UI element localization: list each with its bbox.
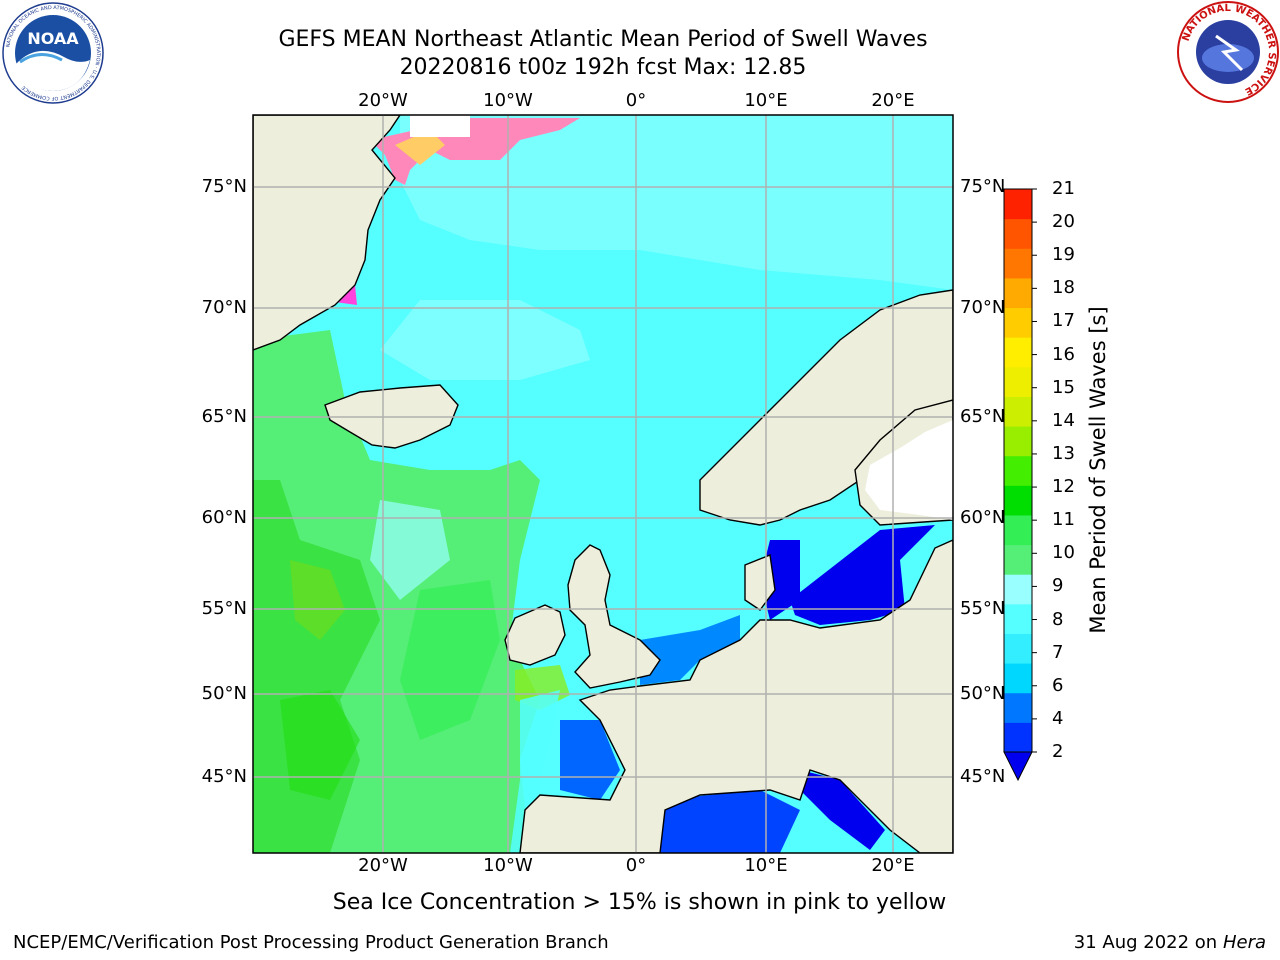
colorbar-bin	[1004, 633, 1032, 664]
colorbar-tick-label: 4	[1052, 707, 1064, 729]
colorbar-tick-label: 17	[1052, 310, 1075, 332]
colorbar-tick-label: 10	[1052, 542, 1075, 564]
lon-label-top: 10°E	[744, 90, 788, 111]
swell-region-green-core	[290, 560, 345, 640]
colorbar-tick-label: 8	[1052, 608, 1064, 630]
lat-label-right: 45°N	[960, 766, 1006, 787]
lat-label-left: 50°N	[201, 683, 247, 704]
land-great-britain	[567, 544, 661, 689]
colorbar-frame	[1003, 188, 1033, 753]
noaa-logo-text: NOAA	[27, 29, 79, 48]
colorbar-tick-label: 15	[1052, 376, 1075, 398]
map-frame	[252, 114, 954, 854]
lon-label-bottom: 10°W	[483, 855, 533, 876]
colorbar-tick-label: 14	[1052, 409, 1075, 431]
colorbar-bin	[1004, 426, 1032, 457]
swell-region-light-band	[370, 500, 450, 600]
lat-label-left: 55°N	[201, 598, 247, 619]
colorbar-bin	[1004, 663, 1032, 694]
colorbar-tick-label: 2	[1052, 741, 1064, 762]
map-plot-area	[253, 115, 953, 853]
swell-region-adriatic	[800, 770, 885, 850]
colorbar-bin	[1004, 485, 1032, 516]
land-greenland	[253, 115, 401, 351]
graticule	[253, 115, 953, 853]
swell-region-mid	[380, 300, 590, 380]
lat-label-right: 70°N	[960, 297, 1006, 318]
colorbar	[1003, 188, 1037, 782]
noaa-logo: NOAA NATIONAL OCEANIC AND ATMOSPHERIC AD…	[2, 2, 104, 104]
lat-label-left: 70°N	[201, 297, 247, 318]
colorbar-tick-label: 19	[1052, 244, 1075, 266]
colorbar-bin	[1004, 455, 1032, 486]
lon-label-top: 20°E	[871, 90, 915, 111]
colorbar-bin	[1004, 544, 1032, 575]
swell-region-biscay-edge	[510, 690, 560, 853]
lon-label-bottom: 10°E	[744, 855, 788, 876]
colorbar-bin	[1004, 248, 1032, 279]
lon-label-bottom: 0°	[625, 855, 647, 876]
sea-ice-note: Sea Ice Concentration > 15% is shown in …	[332, 890, 947, 915]
colorbar-tick-label: 11	[1052, 509, 1075, 531]
colorbar-tick-label: 16	[1052, 343, 1075, 365]
colorbar-tick-label: 18	[1052, 277, 1075, 299]
nws-logo: NATIONAL WEATHER SERVICE	[1177, 1, 1279, 103]
colorbar-bin	[1004, 218, 1032, 249]
sea-ice-missing	[410, 115, 470, 137]
lon-label-bottom: 20°W	[358, 855, 408, 876]
lat-label-left: 65°N	[201, 406, 247, 427]
colorbar-bin	[1004, 722, 1032, 753]
footer-host: Hera	[1222, 932, 1266, 953]
swell-region-north-sea-south	[640, 615, 740, 685]
swell-region-baltic	[790, 525, 935, 625]
colorbar-tick-label: 12	[1052, 476, 1075, 498]
swell-region-mediterranean-west	[660, 790, 800, 853]
colorbar-bin	[1004, 574, 1032, 605]
lat-label-right: 65°N	[960, 406, 1006, 427]
lon-label-top: 0°	[625, 90, 647, 111]
lat-label-right: 75°N	[960, 176, 1006, 197]
colorbar-tick-label: 7	[1052, 641, 1064, 663]
colorbar-extend-arrow	[1003, 751, 1033, 782]
colorbar-tick-label: 9	[1052, 575, 1064, 597]
lon-label-top: 20°W	[358, 90, 408, 111]
colorbar-bin	[1004, 603, 1032, 634]
colorbar-bin	[1004, 514, 1032, 546]
swell-region-north	[400, 115, 953, 290]
lat-label-left: 60°N	[201, 507, 247, 528]
land-ireland	[504, 604, 566, 666]
swell-region-south-green	[280, 690, 360, 800]
footer-branch: NCEP/EMC/Verification Post Processing Pr…	[13, 932, 609, 953]
land-inland-missing	[865, 420, 953, 520]
colorbar-bin	[1004, 307, 1032, 338]
colorbar-bin	[1004, 692, 1032, 723]
title-line-1: GEFS MEAN Northeast Atlantic Mean Period…	[278, 27, 928, 52]
colorbar-tick-label: 6	[1052, 674, 1064, 696]
lat-label-right: 55°N	[960, 598, 1006, 619]
colorbar-bin	[1004, 189, 1032, 220]
lon-label-top: 10°W	[483, 90, 533, 111]
map-title: GEFS MEAN Northeast Atlantic Mean Period…	[253, 26, 953, 82]
lat-label-right: 60°N	[960, 507, 1006, 528]
colorbar-bin	[1004, 366, 1032, 397]
lat-label-right: 50°N	[960, 683, 1006, 704]
colorbar-tick-label: 20	[1052, 211, 1075, 233]
footer-date-text: 31 Aug 2022 on	[1073, 932, 1218, 953]
colorbar-bin	[1004, 277, 1032, 309]
land-europe-mainland	[519, 539, 953, 853]
lon-label-bottom: 20°E	[871, 855, 915, 876]
swell-region-central-green	[400, 580, 500, 740]
sea-ice-dense	[395, 130, 445, 165]
colorbar-tick-label: 21	[1052, 178, 1075, 199]
colorbar-bin	[1004, 337, 1032, 368]
lat-label-left: 75°N	[201, 176, 247, 197]
footer-date: 31 Aug 2022 on Hera	[1074, 932, 1266, 953]
lat-label-left: 45°N	[201, 766, 247, 787]
colorbar-bin	[1004, 396, 1032, 427]
swell-region-biscay	[560, 720, 620, 800]
colorbar-tick-label: 13	[1052, 442, 1075, 464]
title-line-2: 20220816 t00z 192h fcst Max: 12.85	[399, 55, 807, 80]
colorbar-title: Mean Period of Swell Waves [s]	[1086, 306, 1110, 634]
